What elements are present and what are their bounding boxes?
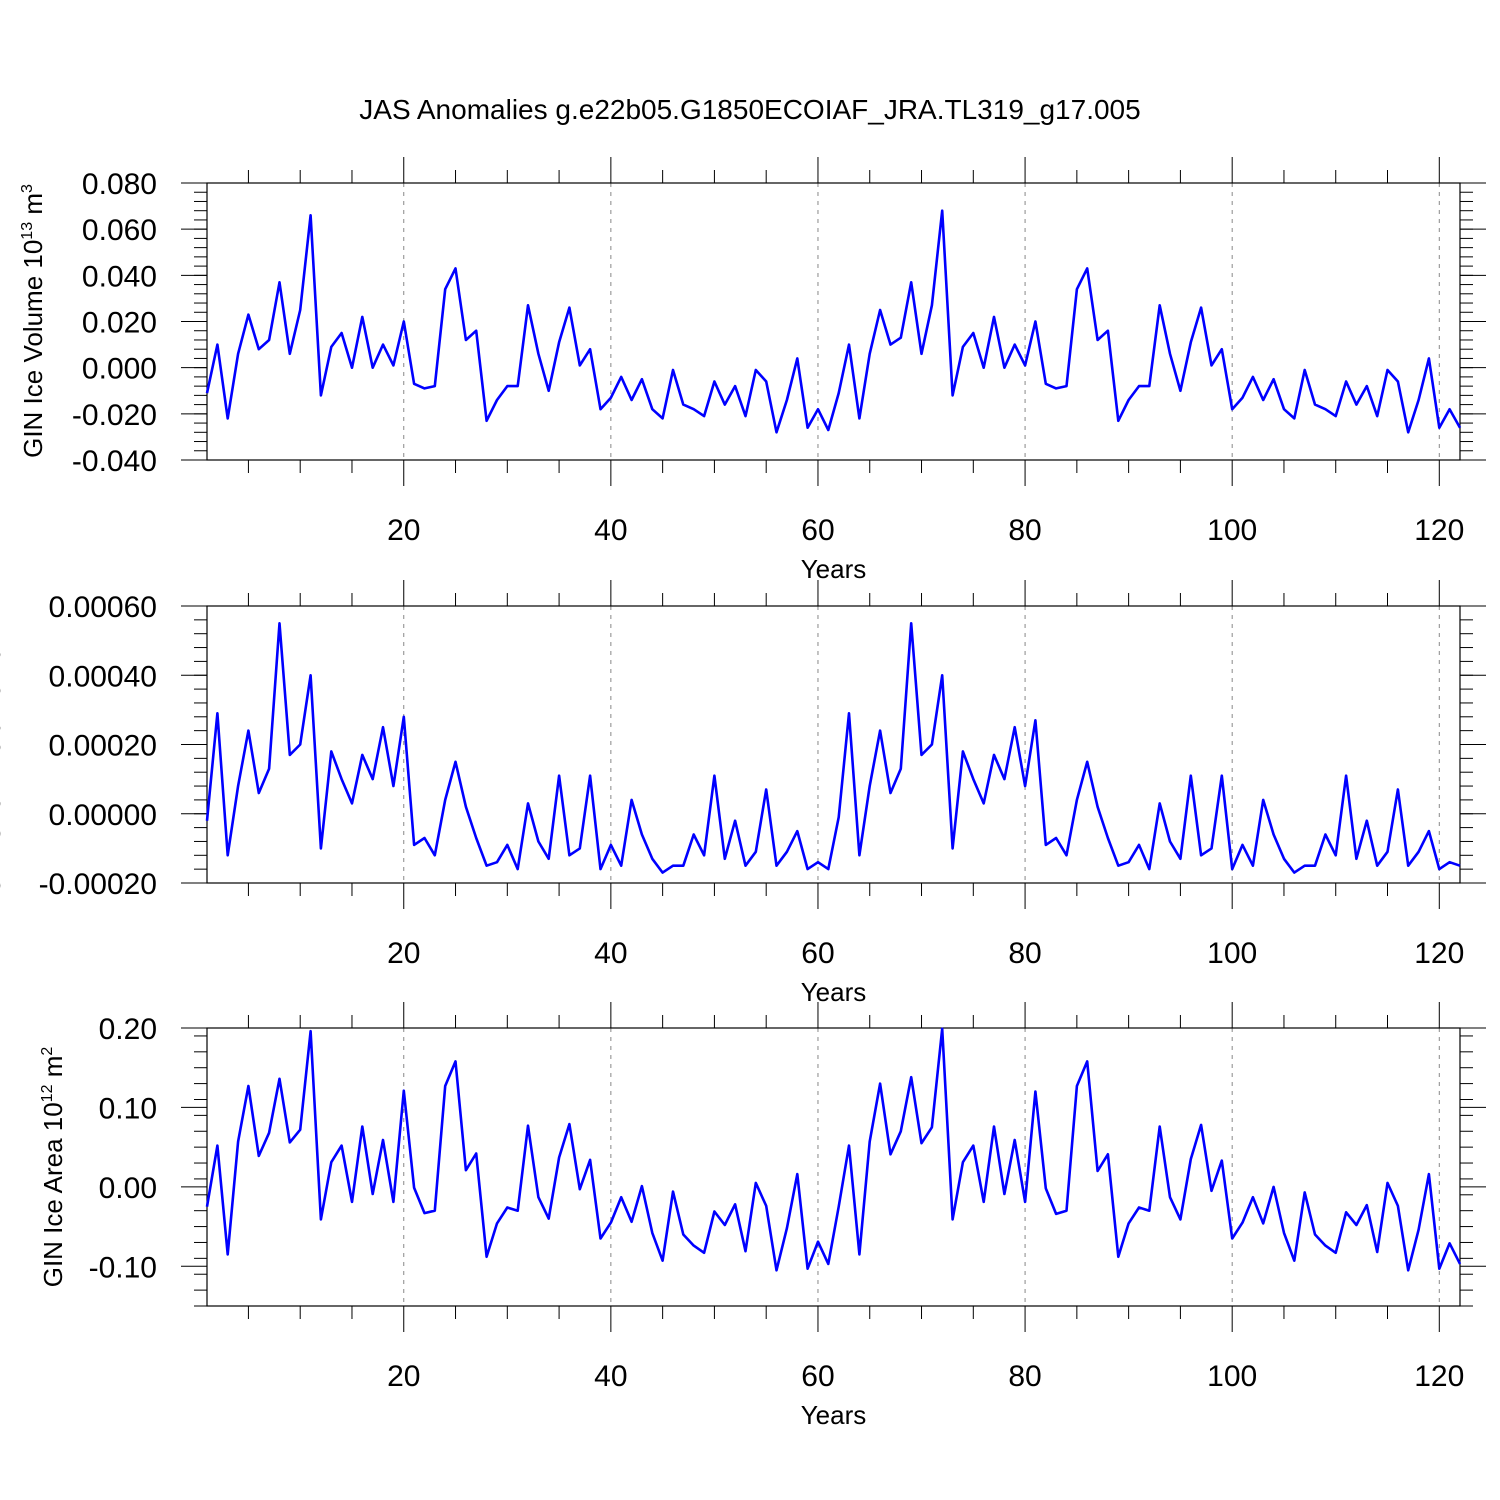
series-line xyxy=(205,209,1462,434)
x-axis-title: Years xyxy=(801,977,867,1007)
x-tick-label: 40 xyxy=(594,1360,627,1393)
series-line xyxy=(205,1027,1462,1272)
x-axis-title: Years xyxy=(801,1400,867,1430)
y-tick-label: 0.080 xyxy=(82,168,157,201)
panel-3: 20 40 60 80 100 120 -0.10 0.00 0.10 0.20 Years GIN … xyxy=(38,1002,1486,1430)
x-tick-label: 100 xyxy=(1207,514,1257,547)
y-tick-label: 0.060 xyxy=(82,214,157,247)
y-tick-label: -0.040 xyxy=(72,445,157,478)
y-tick-label: 0.00 xyxy=(99,1172,157,1205)
x-axis-title: Years xyxy=(801,554,867,584)
series-line xyxy=(205,621,1461,874)
x-tick-label: 40 xyxy=(594,937,627,970)
x-tick-label: 120 xyxy=(1414,1360,1464,1393)
x-tick-label: 100 xyxy=(1207,937,1257,970)
y-axis-title: GIN Ice Area 1012 m2 xyxy=(38,1047,68,1288)
x-tick-label: 80 xyxy=(1008,937,1041,970)
panels: 20 40 60 80 100 120 -0.040 -0.020 0.000 0.020 0.04… xyxy=(0,157,1486,1430)
x-tick-label: 40 xyxy=(594,514,627,547)
x-tick-label: 60 xyxy=(801,514,834,547)
x-tick-label: 120 xyxy=(1414,937,1464,970)
x-tick-label: 120 xyxy=(1414,514,1464,547)
x-tick-label: 20 xyxy=(387,514,420,547)
x-tick-label: 20 xyxy=(387,937,420,970)
panel-2: 20 40 60 80 100 120 -0.00020 0.00000 0.00020 0.00… xyxy=(0,580,1486,1007)
y-tick-label: 0.000 xyxy=(82,353,157,386)
x-tick-label: 80 xyxy=(1008,514,1041,547)
x-tick-label: 80 xyxy=(1008,1360,1041,1393)
y-tick-label: 0.040 xyxy=(82,260,157,293)
y-tick-label: 0.10 xyxy=(99,1092,157,1125)
y-axis-title: GIN Ice Volume 1013 m3 xyxy=(18,184,48,458)
y-tick-label: -0.020 xyxy=(72,399,157,432)
plot-frame xyxy=(206,1027,1461,1307)
x-tick-label: 60 xyxy=(801,1360,834,1393)
panel-1: 20 40 60 80 100 120 -0.040 -0.020 0.000 0.020 0.04… xyxy=(18,157,1486,584)
y-tick-label: 0.20 xyxy=(99,1013,157,1046)
y-tick-label: 0.00060 xyxy=(49,591,157,624)
x-tick-label: 100 xyxy=(1207,1360,1257,1393)
figure-title: JAS Anomalies g.e22b05.G1850ECOIAF_JRA.T… xyxy=(359,94,1140,125)
y-axis-title: GIN Snow Volume 1013 m3 xyxy=(0,592,6,896)
y-tick-label: 0.00000 xyxy=(49,799,157,832)
y-tick-label: -0.10 xyxy=(89,1251,157,1284)
y-tick-label: 0.00020 xyxy=(49,730,157,763)
x-tick-label: 60 xyxy=(801,937,834,970)
y-tick-label: -0.00020 xyxy=(39,868,157,901)
y-tick-label: 0.00040 xyxy=(49,660,157,693)
x-tick-label: 20 xyxy=(387,1360,420,1393)
y-tick-label: 0.020 xyxy=(82,307,157,340)
